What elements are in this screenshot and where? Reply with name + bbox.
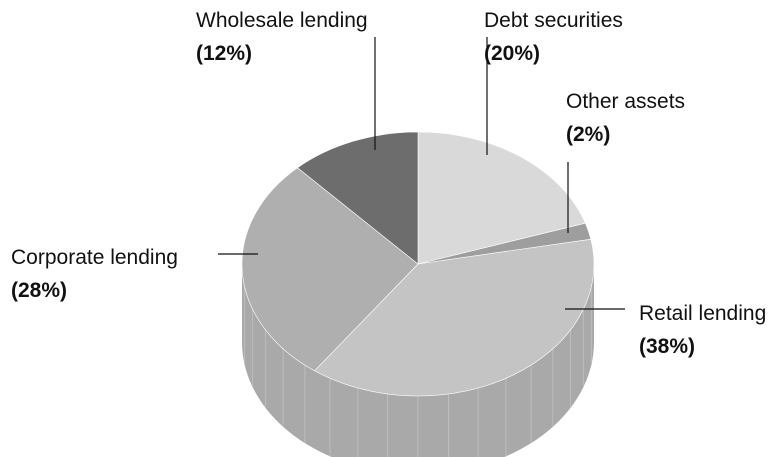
slice-labels: Debt securities (20%) Other assets (2%) … (11, 9, 766, 358)
label-other-assets-pct: (2%) (566, 123, 610, 146)
pie-3d-body (242, 264, 594, 457)
label-debt-securities-name: Debt securities (484, 9, 623, 32)
pie-slices (241, 131, 595, 397)
pie-slice-debt-securities (417, 131, 586, 265)
label-wholesale-lending-pct: (12%) (196, 42, 252, 65)
pie-slice-corporate-lending (241, 167, 419, 372)
label-retail-lending-name: Retail lending (639, 302, 766, 325)
label-other-assets-name: Other assets (566, 90, 685, 113)
leader-lines (218, 37, 625, 310)
label-debt-securities-pct: (20%) (484, 42, 540, 65)
label-retail-lending-pct: (38%) (639, 335, 695, 358)
pie-slice-retail-lending (314, 238, 595, 397)
pie-slice-wholesale-lending (297, 131, 419, 265)
label-corporate-lending-pct: (28%) (11, 279, 67, 302)
label-corporate-lending-name: Corporate lending (11, 246, 178, 269)
label-wholesale-lending-name: Wholesale lending (196, 9, 368, 32)
